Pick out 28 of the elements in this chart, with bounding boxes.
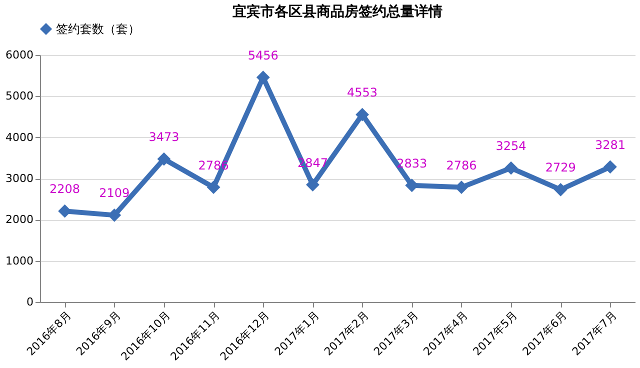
point <box>604 160 617 174</box>
data-label: 3473 <box>148 130 180 144</box>
data-label: 2786 <box>446 158 477 172</box>
data-label: 2729 <box>545 160 576 175</box>
data-label: 5456 <box>248 48 278 62</box>
y-tick-label: 5000 <box>6 90 34 103</box>
point <box>206 180 220 194</box>
y-tick-label: 0 <box>26 296 34 308</box>
point <box>504 161 518 175</box>
y-tick-label: 2000 <box>6 213 34 226</box>
data-label: 3254 <box>496 139 526 154</box>
point <box>306 178 320 192</box>
data-label: 3281 <box>594 138 626 152</box>
chart-title: 宜宾市各区县商品房签约总量详情 <box>232 3 442 20</box>
point <box>356 108 369 122</box>
point <box>554 182 568 196</box>
y-tick-label: 6000 <box>6 48 34 62</box>
point <box>256 70 270 84</box>
point <box>58 204 72 218</box>
point <box>108 208 122 222</box>
point <box>157 152 171 166</box>
data-label: 2109 <box>99 186 130 200</box>
y-tick-label: 1000 <box>6 254 34 268</box>
y-tick-label: 4000 <box>6 130 34 144</box>
data-label: 2208 <box>50 182 80 196</box>
data-label: 4553 <box>347 86 378 100</box>
y-tick-label: 3000 <box>6 172 34 185</box>
legend-label: 签约套数（套） <box>56 22 140 36</box>
